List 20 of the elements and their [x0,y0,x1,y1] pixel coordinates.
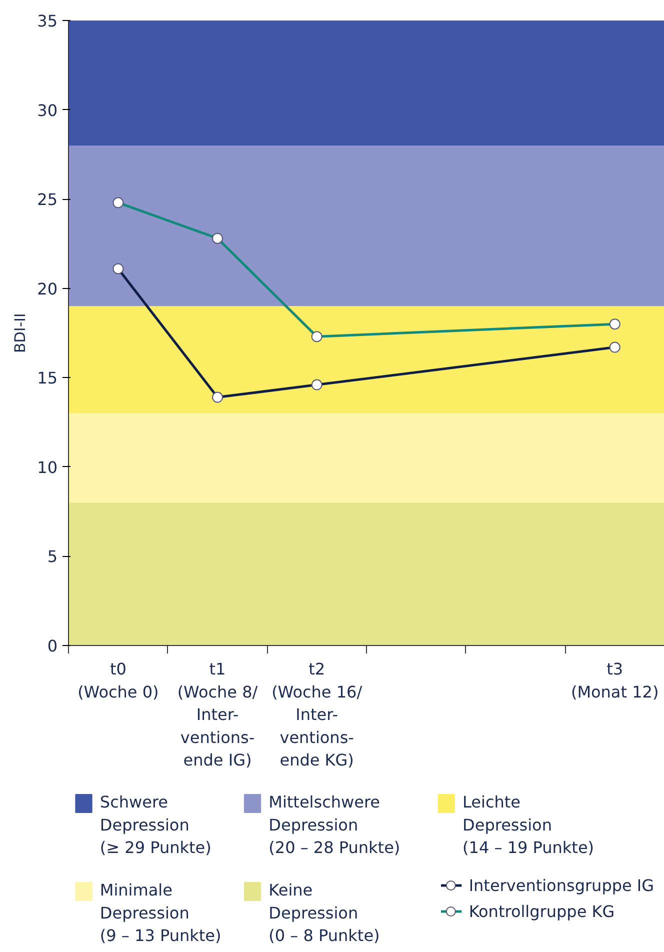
x-tick-label: t0 (Woche 0) [78,660,159,702]
y-tick-label: 25 [37,190,58,210]
x-tick-label: t3 (Monat 12) [570,660,659,702]
y-tick-label: 35 [37,12,58,30]
y-tick-label: 5 [47,547,58,566]
y-tick-label: 15 [37,368,58,388]
legend-label: Interventionsgruppe IG [468,876,654,895]
legend-label: Kontrollgruppe KG [468,902,615,921]
legend-label: Mittelschwere Depression (20 – 28 Punkte) [268,792,400,858]
y-tick-label: 0 [47,636,58,656]
legend-label: Leichte Depression (14 – 19 Punkte) [462,792,594,858]
x-tick-label: t1 (Woche 8/ Inter- ventions- ende IG) [177,660,258,770]
y-axis-title: BDI-II [12,313,30,353]
y-tick-label: 30 [37,100,58,120]
y-tick-label: 10 [37,458,58,477]
legend-label: Schwere Depression (≥ 29 Punkte) [100,792,212,858]
legend-label: Keine Depression (0 – 8 Punkte) [268,880,380,946]
y-tick-label: 20 [37,279,58,298]
x-tick-label: t2 (Woche 16/ Inter- ventions- ende KG) [272,660,363,770]
legend-label: Minimale Depression (9 – 13 Punkte) [100,880,222,946]
